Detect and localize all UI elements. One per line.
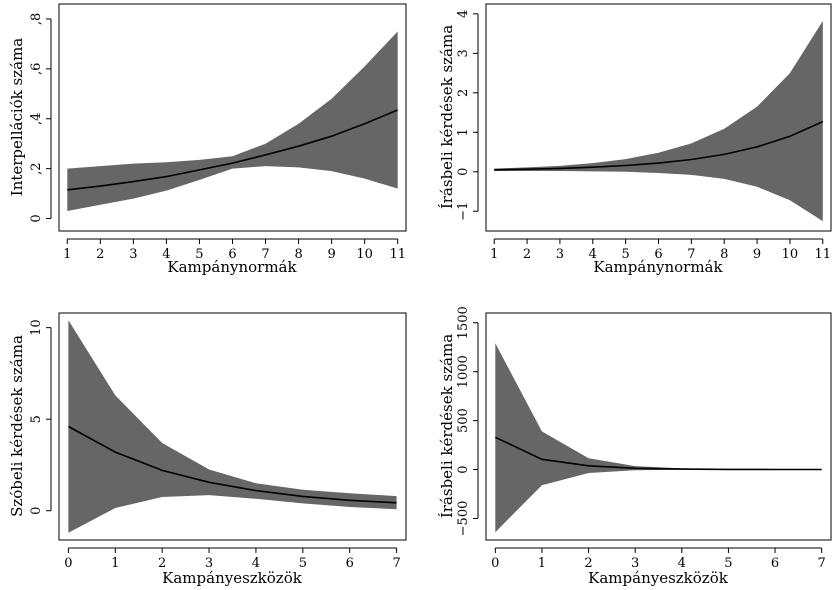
y-tick-label: −1 [456,202,471,221]
x-tick-label: 4 [252,556,260,571]
estimate-line [67,109,399,191]
x-tick-label: 1 [490,247,498,262]
x-tick-label: 7 [818,556,826,571]
confidence-band [495,343,822,533]
x-tick-label: 6 [771,556,779,571]
y-tick-label: 10 [29,319,44,336]
x-tick-label: 4 [162,247,170,262]
y-tick-label: ,4 [29,113,44,125]
y-tick-label: 4 [456,10,471,18]
x-tick-label: 9 [328,247,336,262]
x-tick-label: 9 [753,247,761,262]
x-tick-label: 3 [129,247,137,262]
estimate-line [494,436,822,471]
plot-frame [58,3,407,232]
x-tick-label: 5 [299,556,307,571]
x-tick-label: 7 [261,247,269,262]
x-tick-label: 1 [63,247,71,262]
x-tick-label: 0 [491,556,499,571]
x-tick-label: 7 [392,556,400,571]
x-axis-label: Kampányeszközök [588,569,729,587]
y-tick-label: 0 [456,168,471,176]
plot-frame [485,312,832,541]
confidence-band [494,21,823,222]
x-tick-label: 3 [205,556,213,571]
x-tick-label: 10 [356,247,373,262]
x-tick-label: 11 [389,247,406,262]
y-tick-label: −500 [456,501,471,537]
x-tick-label: 1 [538,556,546,571]
y-tick-label: 1 [456,128,471,136]
y-axis-label: Írásbeli kérdések száma [438,334,456,518]
y-tick-label: ,8 [29,13,44,25]
chart-panel-written-questions-norms: 1 2 3 4 5 6 7 8 9 10 11−101234KampánynormákÍrásbel… [438,3,832,276]
y-tick-label: 5 [29,415,44,423]
x-axis-label: Kampányeszközök [162,569,303,587]
x-tick-label: 2 [523,247,531,262]
x-tick-label: 6 [346,556,354,571]
x-axis-label: Kampánynormák [167,258,297,276]
y-tick-label: ,2 [29,162,44,174]
x-tick-label: 4 [678,556,686,571]
y-axis-label: Írásbeli kérdések száma [438,25,456,209]
estimate-line [494,120,824,171]
x-tick-label: 4 [589,247,597,262]
plot-frame [485,3,832,232]
y-tick-label: 500 [456,408,471,433]
x-tick-label: 2 [96,247,104,262]
chart-panel-oral-questions: 0 1 2 3 4 5 6 7 0 5 10 Kampányeszközök Szóbeli kérdé… [8,312,407,587]
estimate-line [68,425,397,504]
y-tick-label: 1500 [456,306,471,339]
x-tick-label: 3 [631,556,639,571]
y-axis-label: Szóbeli kérdések száma [8,335,26,517]
y-axis-label: Interpellációk száma [8,38,26,197]
x-tick-label: 8 [720,247,728,262]
x-tick-label: 2 [158,556,166,571]
x-tick-label: 10 [782,247,799,262]
y-tick-label: 0 [456,465,471,473]
x-tick-label: 5 [724,556,732,571]
y-tick-label: 3 [456,49,471,57]
x-tick-label: 8 [294,247,302,262]
confidence-band [68,320,397,533]
x-tick-label: 11 [815,247,832,262]
x-tick-label: 5 [622,247,630,262]
x-tick-label: 1 [111,556,119,571]
y-tick-label: 0 [29,507,44,515]
x-tick-label: 0 [64,556,72,571]
confidence-band [67,31,398,212]
y-tick-label: 2 [456,89,471,97]
x-tick-label: 6 [654,247,662,262]
plot-frame [58,312,407,541]
y-tick-label: 1000 [456,355,471,388]
x-axis-label: Kampánynormák [593,258,723,276]
x-tick-label: 7 [687,247,695,262]
chart-panel-written-questions-tools: 0 1 2 3 4 5 6 7 −500 0 500 1000 1500 Kampányeszközök Í… [438,306,832,587]
y-tick-label: 0 [29,214,44,222]
y-tick-label: ,6 [29,63,44,75]
chart-panel-interpellations: 1 2 3 4 5 6 7 8 9 10 11 0 ,2 ,4 ,6 ,8 Kampánynormák Inter… [8,3,407,276]
x-tick-label: 5 [195,247,203,262]
x-tick-label: 3 [556,247,564,262]
x-tick-label: 6 [228,247,236,262]
x-tick-label: 2 [584,556,592,571]
